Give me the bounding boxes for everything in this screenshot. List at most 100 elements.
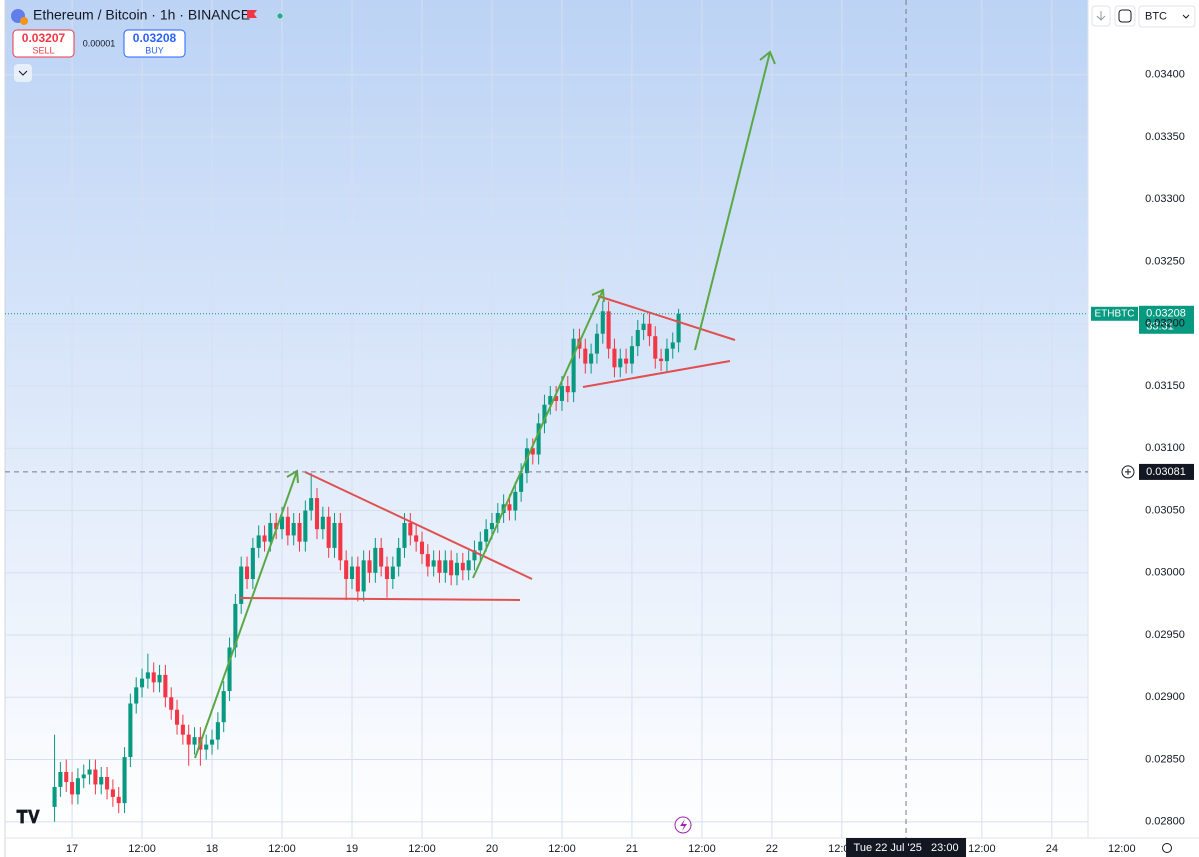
candle-body	[548, 395, 553, 405]
candle-body	[431, 560, 436, 567]
x-tick-label: 12:00	[688, 843, 716, 855]
candle-body	[443, 560, 448, 573]
candle-body	[145, 672, 150, 679]
candle-body	[402, 522, 407, 548]
candle-body	[151, 672, 156, 683]
y-tick-label: 0.02900	[1145, 691, 1185, 703]
candle-body	[291, 522, 296, 536]
flag[interactable]	[247, 10, 257, 18]
candles	[52, 301, 681, 822]
x-tick-label: 12:00	[1108, 843, 1136, 855]
candle-body	[659, 358, 664, 362]
candle-body	[140, 678, 145, 688]
candle-body	[349, 566, 355, 580]
buy-button[interactable]	[123, 29, 186, 58]
plus-icon	[1125, 468, 1131, 475]
btc-icon	[20, 17, 28, 25]
candle-body	[134, 687, 139, 704]
candle-body	[454, 562, 460, 576]
candle-body	[303, 510, 308, 542]
currency-select[interactable]	[1138, 5, 1196, 28]
candle-body	[624, 358, 629, 364]
candle-body	[606, 311, 611, 349]
candle-body	[204, 744, 209, 750]
candle-body	[215, 722, 220, 740]
candle-body	[676, 313, 681, 343]
candle-body	[542, 404, 547, 424]
y-tick-label: 0.03000	[1145, 567, 1185, 579]
candle-body	[594, 333, 599, 354]
candle-body	[250, 547, 255, 580]
candle-body	[268, 522, 273, 542]
candle-body	[105, 776, 110, 790]
candle-body	[554, 395, 559, 401]
y-tick-label: 0.02950	[1145, 629, 1185, 641]
candle-body	[338, 522, 343, 561]
axis-settings[interactable]	[1162, 843, 1172, 853]
select-chevron	[1182, 14, 1190, 19]
candle-body	[361, 560, 366, 592]
candle-body	[87, 769, 92, 775]
candle-body	[390, 566, 395, 580]
currency: BTC	[1145, 10, 1167, 22]
candle-body	[647, 323, 652, 337]
candle-body	[670, 342, 675, 349]
candle-body	[629, 346, 634, 364]
arrow	[472, 289, 604, 579]
candle-body	[530, 448, 535, 455]
candle-body	[583, 348, 588, 364]
spread: 0.00001	[83, 38, 116, 48]
candle-body	[367, 560, 372, 573]
candle-body	[600, 311, 605, 334]
collapse-button[interactable]	[14, 64, 32, 82]
arrow	[194, 470, 298, 759]
x-tick-label: 12:00	[268, 843, 296, 855]
arrow-head	[286, 469, 299, 484]
candle-body	[664, 348, 669, 362]
symbol-tag	[1091, 306, 1138, 321]
countdown-label: 33:31	[1146, 321, 1174, 333]
candle-body	[175, 709, 180, 725]
candle-body	[489, 522, 495, 530]
settings-button[interactable]	[1114, 5, 1136, 27]
y-tick-label: 0.03400	[1145, 69, 1185, 81]
candle-body	[618, 358, 623, 368]
candle-body	[157, 674, 162, 683]
y-tick-label: 0.03100	[1145, 442, 1185, 454]
trend-line	[582, 360, 731, 388]
candle-body	[93, 769, 98, 785]
candle-body	[571, 338, 576, 393]
chevron	[18, 70, 28, 76]
trend-line	[239, 597, 521, 601]
candle-body	[99, 776, 104, 785]
last-price-tag	[1139, 305, 1194, 334]
tv-logo[interactable]: 𝐓𝐕	[16, 807, 41, 827]
crosshair-price-label: 0.03081	[1146, 466, 1186, 478]
candle-body	[221, 691, 226, 723]
candle-body	[641, 323, 646, 330]
buy-label: BUY	[145, 45, 164, 55]
sell-price: 0.03207	[22, 31, 66, 45]
candle-body	[437, 560, 442, 573]
arrow	[694, 51, 771, 351]
candle-body	[507, 504, 512, 511]
candle-body	[373, 547, 378, 573]
candle-body	[70, 781, 75, 795]
crosshair-time-label: Tue 22 Jul '25 23:00	[854, 842, 959, 854]
status-ring	[274, 10, 286, 22]
candle-body	[484, 529, 489, 542]
candle-body	[274, 522, 279, 530]
candle-body	[75, 778, 80, 795]
x-tick-label: 22	[766, 843, 778, 855]
candle-body	[163, 674, 168, 698]
candle-body	[519, 473, 524, 492]
x-tick-label: 12:00	[128, 843, 156, 855]
candle-body	[52, 786, 57, 807]
candle-body	[116, 796, 121, 804]
y-tick-label: 0.02850	[1145, 753, 1185, 765]
sell-button[interactable]	[12, 29, 75, 58]
candle-body	[244, 566, 250, 580]
candle-body	[262, 535, 267, 542]
